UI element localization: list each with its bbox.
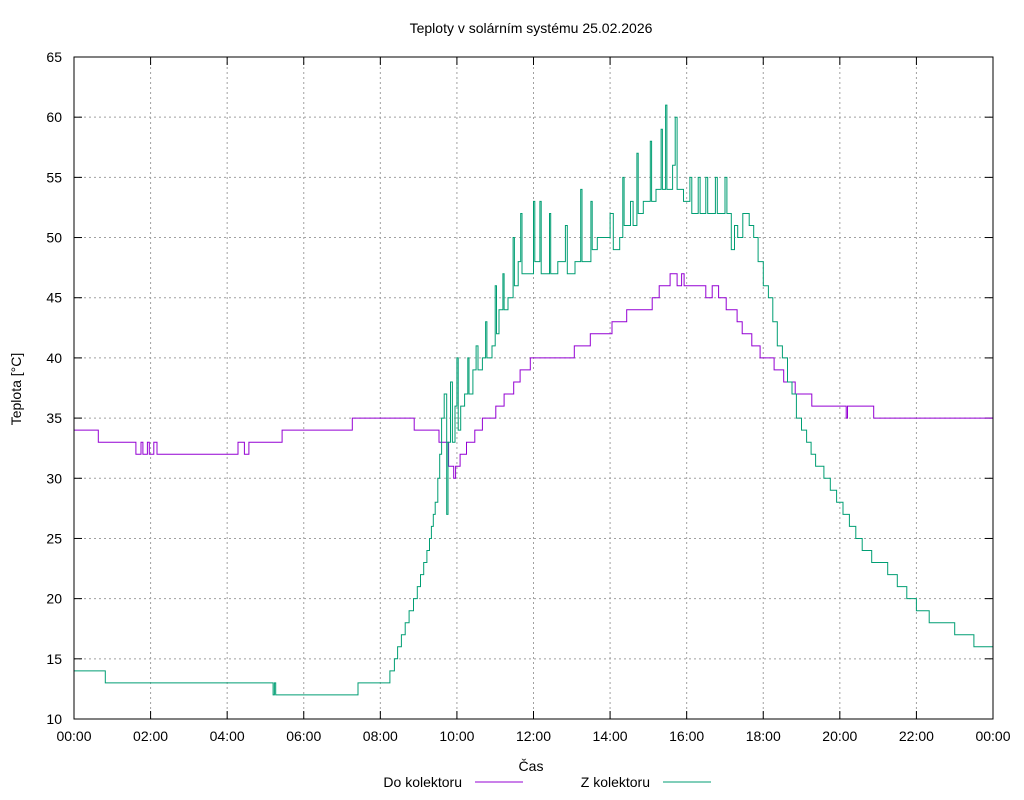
y-tick-label: 60 xyxy=(46,109,62,125)
axis-ticks: 10 15 20 25 30 35 40 45 50 55 60 65 00:00 02:00 04:00 0… xyxy=(46,49,1010,744)
legend-label-do-kolektoru: Do kolektoru xyxy=(383,774,462,790)
series-line-do-kolektoru xyxy=(74,273,993,479)
y-tick-label: 20 xyxy=(46,591,62,607)
y-tick-label: 10 xyxy=(46,711,62,727)
x-tick-label: 06:00 xyxy=(286,728,321,744)
x-tick-label: 14:00 xyxy=(593,728,628,744)
x-tick-label: 08:00 xyxy=(363,728,398,744)
legend-label-z-kolektoru: Z kolektoru xyxy=(581,774,650,790)
y-tick-label: 45 xyxy=(46,290,62,306)
y-tick-label: 30 xyxy=(46,470,62,486)
x-axis-label: Čas xyxy=(519,758,544,774)
x-tick-label: 20:00 xyxy=(822,728,857,744)
x-tick-label: 18:00 xyxy=(746,728,781,744)
x-tick-label: 22:00 xyxy=(899,728,934,744)
y-axis-label: Teplota [°C] xyxy=(8,353,24,426)
x-tick-label: 16:00 xyxy=(669,728,704,744)
y-tick-label: 50 xyxy=(46,230,62,246)
series-group xyxy=(74,104,994,696)
series-line-z-kolektoru xyxy=(74,104,994,696)
x-tick-label: 00:00 xyxy=(56,728,91,744)
x-tick-label: 12:00 xyxy=(516,728,551,744)
plot-border xyxy=(73,56,994,720)
y-tick-label: 40 xyxy=(46,350,62,366)
x-tick-label: 02:00 xyxy=(133,728,168,744)
y-tick-label: 25 xyxy=(46,530,62,546)
y-tick-label: 15 xyxy=(46,651,62,667)
grid xyxy=(74,57,993,719)
y-tick-label: 35 xyxy=(46,410,62,426)
x-tick-label: 10:00 xyxy=(439,728,474,744)
y-tick-label: 65 xyxy=(46,49,62,65)
y-tick-label: 55 xyxy=(46,169,62,185)
x-tick-label: 04:00 xyxy=(210,728,245,744)
x-tick-label: 00:00 xyxy=(975,728,1010,744)
legend: Do kolektoru Z kolektoru xyxy=(383,774,711,790)
chart-title: Teploty v solárním systému 25.02.2026 xyxy=(410,20,653,36)
